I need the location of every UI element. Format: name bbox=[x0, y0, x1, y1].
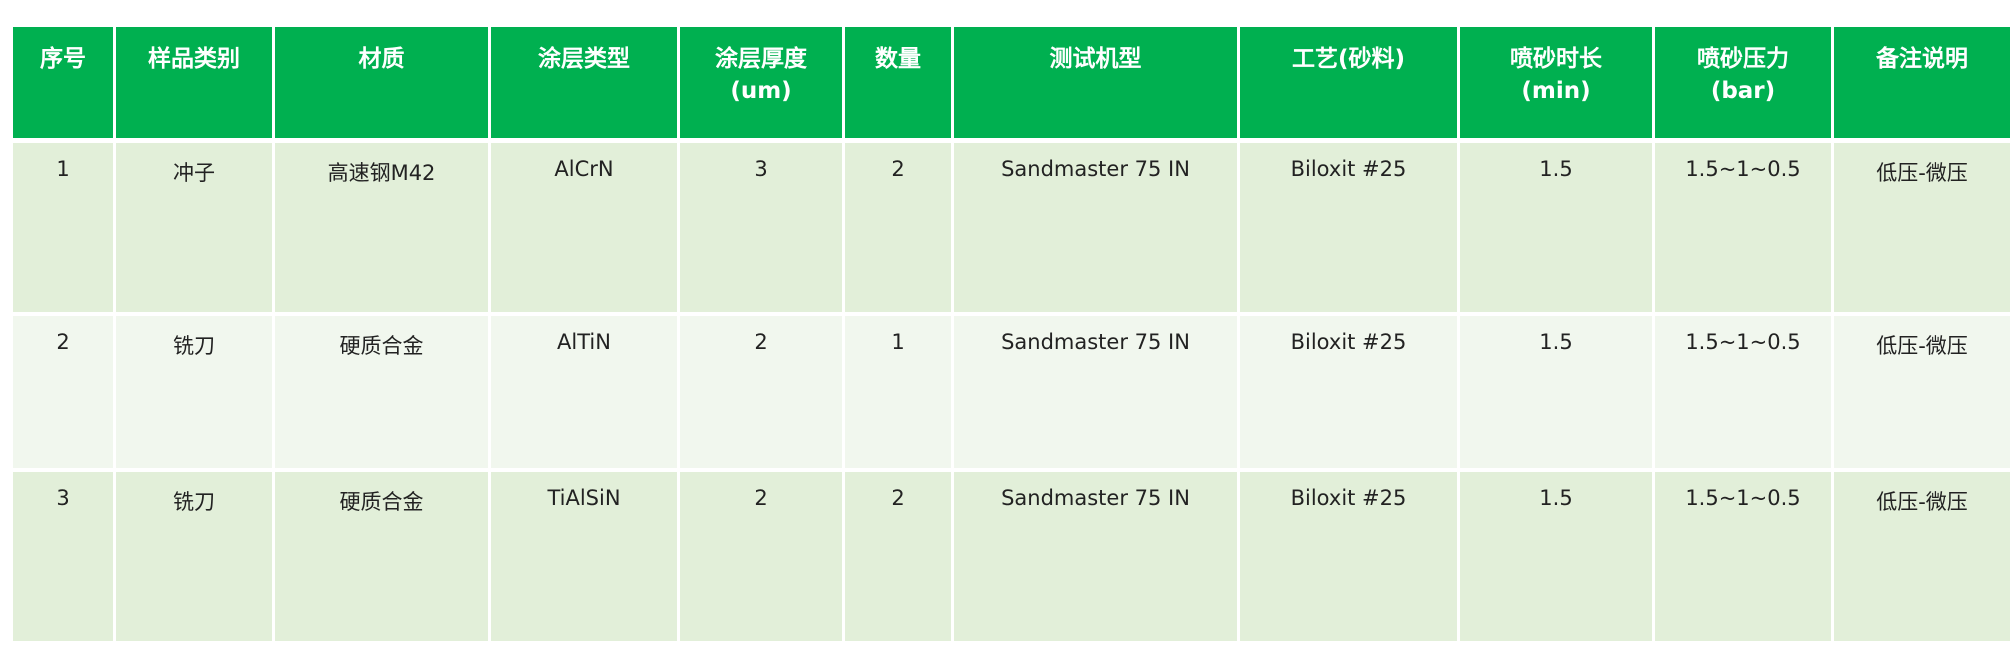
header-label: 序号 bbox=[40, 46, 86, 72]
cell-coating-type: AlTiN bbox=[491, 316, 677, 472]
cell-index: 2 bbox=[13, 316, 113, 472]
cell-blast-duration: 1.5 bbox=[1460, 143, 1652, 316]
cell-coating-thickness: 2 bbox=[680, 472, 842, 645]
sample-test-table: 序号 样品类别 材质 涂层类型 涂层厚度 (um) 数量 测试机型 工艺(砂料) 喷砂时长 (min… bbox=[10, 27, 2013, 645]
cell-coating-type: TiAlSiN bbox=[491, 472, 677, 645]
cell-remarks: 低压-微压 bbox=[1834, 143, 2010, 316]
cell-material: 硬质合金 bbox=[275, 472, 488, 645]
cell-sample-type: 铣刀 bbox=[116, 472, 272, 645]
header-label: 备注说明 bbox=[1876, 46, 1968, 72]
cell-quantity: 1 bbox=[845, 316, 951, 472]
column-header-coating-thickness: 涂层厚度 (um) bbox=[680, 27, 842, 143]
column-header-index: 序号 bbox=[13, 27, 113, 143]
cell-coating-type: AlCrN bbox=[491, 143, 677, 316]
cell-test-machine: Sandmaster 75 IN bbox=[954, 316, 1237, 472]
header-label: 涂层厚度 bbox=[715, 46, 807, 72]
column-header-process-abrasive: 工艺(砂料) bbox=[1240, 27, 1457, 143]
header-label: 工艺(砂料) bbox=[1291, 46, 1406, 72]
header-unit: (min) bbox=[1521, 78, 1591, 104]
cell-sample-type: 铣刀 bbox=[116, 316, 272, 472]
table-row: 3 铣刀 硬质合金 TiAlSiN 2 2 Sandmaster 75 IN Biloxit … bbox=[13, 472, 2010, 645]
table-row: 2 铣刀 硬质合金 AlTiN 2 1 Sandmaster 75 IN Biloxit #2… bbox=[13, 316, 2010, 472]
cell-coating-thickness: 2 bbox=[680, 316, 842, 472]
cell-blast-duration: 1.5 bbox=[1460, 472, 1652, 645]
header-label: 数量 bbox=[875, 46, 921, 72]
column-header-coating-type: 涂层类型 bbox=[491, 27, 677, 143]
header-unit: (um) bbox=[730, 78, 792, 104]
cell-blast-pressure: 1.5~1~0.5 bbox=[1655, 143, 1831, 316]
column-header-remarks: 备注说明 bbox=[1834, 27, 2010, 143]
header-label: 样品类别 bbox=[148, 46, 240, 72]
header-label: 喷砂压力 bbox=[1697, 46, 1789, 72]
cell-remarks: 低压-微压 bbox=[1834, 472, 2010, 645]
cell-material: 高速钢M42 bbox=[275, 143, 488, 316]
cell-blast-duration: 1.5 bbox=[1460, 316, 1652, 472]
header-label: 材质 bbox=[358, 46, 405, 72]
column-header-blast-duration: 喷砂时长 (min) bbox=[1460, 27, 1652, 143]
cell-test-machine: Sandmaster 75 IN bbox=[954, 143, 1237, 316]
column-header-quantity: 数量 bbox=[845, 27, 951, 143]
cell-material: 硬质合金 bbox=[275, 316, 488, 472]
cell-blast-pressure: 1.5~1~0.5 bbox=[1655, 316, 1831, 472]
header-unit: (bar) bbox=[1710, 78, 1776, 104]
cell-quantity: 2 bbox=[845, 472, 951, 645]
cell-process-abrasive: Biloxit #25 bbox=[1240, 316, 1457, 472]
cell-test-machine: Sandmaster 75 IN bbox=[954, 472, 1237, 645]
column-header-material: 材质 bbox=[275, 27, 488, 143]
header-label: 喷砂时长 bbox=[1510, 46, 1602, 72]
cell-quantity: 2 bbox=[845, 143, 951, 316]
cell-blast-pressure: 1.5~1~0.5 bbox=[1655, 472, 1831, 645]
cell-sample-type: 冲子 bbox=[116, 143, 272, 316]
column-header-test-machine: 测试机型 bbox=[954, 27, 1237, 143]
table-row: 1 冲子 高速钢M42 AlCrN 3 2 Sandmaster 75 IN Biloxit … bbox=[13, 143, 2010, 316]
cell-coating-thickness: 3 bbox=[680, 143, 842, 316]
cell-index: 1 bbox=[13, 143, 113, 316]
header-label: 测试机型 bbox=[1049, 46, 1142, 72]
cell-remarks: 低压-微压 bbox=[1834, 316, 2010, 472]
header-row: 序号 样品类别 材质 涂层类型 涂层厚度 (um) 数量 测试机型 工艺(砂料) 喷砂时长 (min… bbox=[13, 27, 2010, 143]
cell-process-abrasive: Biloxit #25 bbox=[1240, 143, 1457, 316]
cell-index: 3 bbox=[13, 472, 113, 645]
column-header-blast-pressure: 喷砂压力 (bar) bbox=[1655, 27, 1831, 143]
header-label: 涂层类型 bbox=[538, 46, 630, 72]
cell-process-abrasive: Biloxit #25 bbox=[1240, 472, 1457, 645]
column-header-sample-type: 样品类别 bbox=[116, 27, 272, 143]
